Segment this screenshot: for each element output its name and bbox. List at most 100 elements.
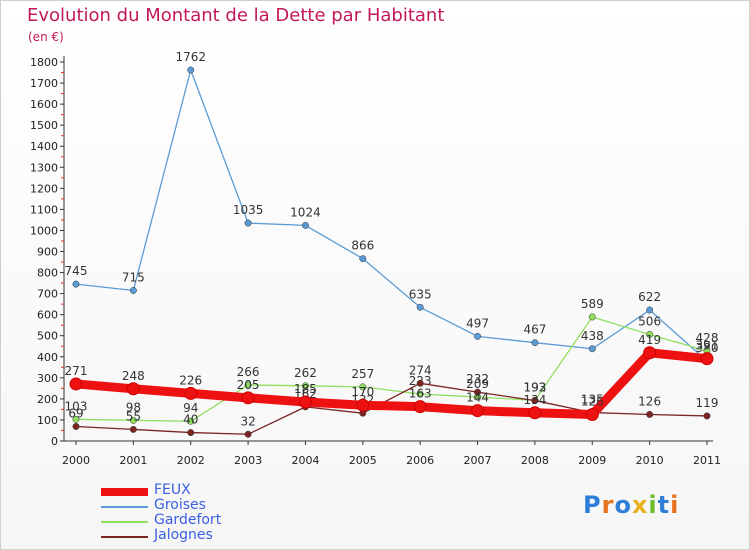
y-tick-label: 500	[37, 330, 58, 343]
legend-label-feux: FEUX	[154, 482, 191, 498]
logo-letter: t	[657, 491, 671, 519]
x-tick-label: 2003	[234, 454, 262, 467]
data-point-gardefort	[646, 331, 654, 338]
y-tick-label: 600	[37, 309, 58, 322]
data-point-groises	[416, 303, 424, 311]
x-tick-label: 2000	[62, 454, 90, 467]
data-label-jalognes: 40	[183, 413, 198, 427]
legend-label-jalognes: Jalognes	[154, 527, 213, 543]
data-point-groises	[302, 221, 309, 229]
data-point-feux	[413, 400, 427, 414]
data-point-jalognes	[703, 412, 711, 420]
legend-swatch-feux	[101, 488, 148, 496]
data-point-groises	[244, 219, 252, 227]
data-label-feux: 144	[466, 391, 489, 405]
logo-letter: r	[601, 491, 615, 519]
data-label-groises: 467	[523, 323, 546, 337]
logo-letter: P	[583, 491, 602, 519]
legend-swatch-gardefort	[101, 521, 148, 523]
y-tick-label: 300	[37, 372, 58, 385]
data-label-groises: 715	[122, 270, 145, 284]
series-line-groises	[75, 69, 708, 362]
x-tick-label: 2009	[578, 454, 606, 467]
data-point-groises	[474, 332, 481, 340]
data-point-jalognes	[72, 423, 80, 430]
y-tick-label: 400	[37, 351, 58, 364]
data-label-jalognes: 32	[240, 414, 255, 428]
data-label-feux: 134	[523, 393, 546, 407]
data-label-gardefort: 589	[581, 297, 604, 311]
y-tick-label: 700	[37, 288, 58, 301]
data-point-gardefort	[359, 383, 367, 391]
chart-subtitle: (en €)	[28, 30, 64, 44]
data-point-feux	[241, 391, 255, 405]
data-point-feux	[184, 386, 198, 400]
y-tick-label: 100	[37, 414, 58, 427]
data-label-groises: 622	[638, 290, 661, 304]
data-label-feux: 170	[351, 385, 374, 399]
data-label-jalognes: 126	[638, 394, 661, 408]
data-label-jalognes: 274	[409, 363, 432, 377]
x-tick-label: 2007	[464, 454, 492, 467]
data-point-gardefort	[416, 390, 424, 398]
series-line-jalognes	[75, 382, 708, 435]
data-label-gardefort: 103	[65, 399, 88, 413]
data-point-jalognes	[244, 430, 252, 438]
y-tick-label: 0	[51, 435, 58, 448]
series-line-feux	[71, 348, 712, 419]
data-point-gardefort	[72, 415, 80, 423]
data-label-groises: 866	[351, 239, 374, 253]
data-point-feux	[298, 395, 312, 409]
data-point-groises	[531, 339, 539, 347]
data-label-feux: 248	[122, 369, 145, 383]
y-tick-label: 1100	[30, 203, 58, 216]
data-point-jalognes	[474, 388, 481, 396]
x-tick-label: 2004	[291, 454, 319, 467]
data-label-groises: 745	[65, 264, 88, 278]
data-label-jalognes: 69	[68, 406, 83, 420]
legend-swatch-groises	[101, 506, 148, 508]
data-label-groises: 1035	[233, 203, 264, 217]
data-point-groises	[646, 306, 654, 314]
data-label-feux: 226	[179, 373, 202, 387]
data-label-gardefort: 266	[237, 365, 260, 379]
data-point-feux	[356, 398, 370, 412]
data-point-groises	[588, 345, 596, 353]
data-point-groises	[187, 66, 195, 74]
data-point-feux	[471, 404, 485, 418]
data-label-jalognes: 192	[523, 381, 546, 395]
data-label-gardefort: 209	[466, 377, 489, 391]
y-tick-label: 1300	[30, 161, 58, 174]
y-tick-label: 900	[37, 246, 58, 259]
y-tick-label: 1200	[30, 182, 58, 195]
data-label-groises: 497	[466, 316, 489, 330]
data-label-gardefort: 193	[523, 380, 546, 394]
legend-swatch-jalognes	[101, 536, 148, 538]
data-label-feux: 419	[638, 333, 661, 347]
data-label-feux: 185	[294, 382, 317, 396]
data-label-jalognes: 55	[126, 409, 141, 423]
y-tick-label: 1400	[30, 140, 58, 153]
data-label-jalognes: 232	[466, 372, 489, 386]
logo-letter: i	[648, 491, 658, 519]
data-label-feux: 205	[237, 378, 260, 392]
legend-label-gardefort: Gardefort	[154, 512, 222, 528]
data-point-jalognes	[187, 429, 195, 437]
data-label-groises: 438	[581, 329, 604, 343]
data-point-feux	[700, 352, 714, 366]
y-tick-label: 1700	[30, 77, 58, 90]
data-point-jalognes	[416, 379, 424, 387]
data-point-feux	[126, 382, 140, 396]
data-label-groises: 1024	[290, 205, 321, 219]
legend-label-groises: Groises	[154, 497, 206, 513]
data-point-gardefort	[187, 417, 195, 425]
x-tick-label: 2006	[406, 454, 434, 467]
y-tick-label: 200	[37, 393, 58, 406]
x-tick-label: 2008	[521, 454, 549, 467]
data-label-groises: 1762	[175, 50, 206, 64]
data-label-gardefort: 262	[294, 366, 317, 380]
data-label-gardefort: 428	[696, 331, 719, 345]
x-tick-label: 2010	[636, 454, 664, 467]
